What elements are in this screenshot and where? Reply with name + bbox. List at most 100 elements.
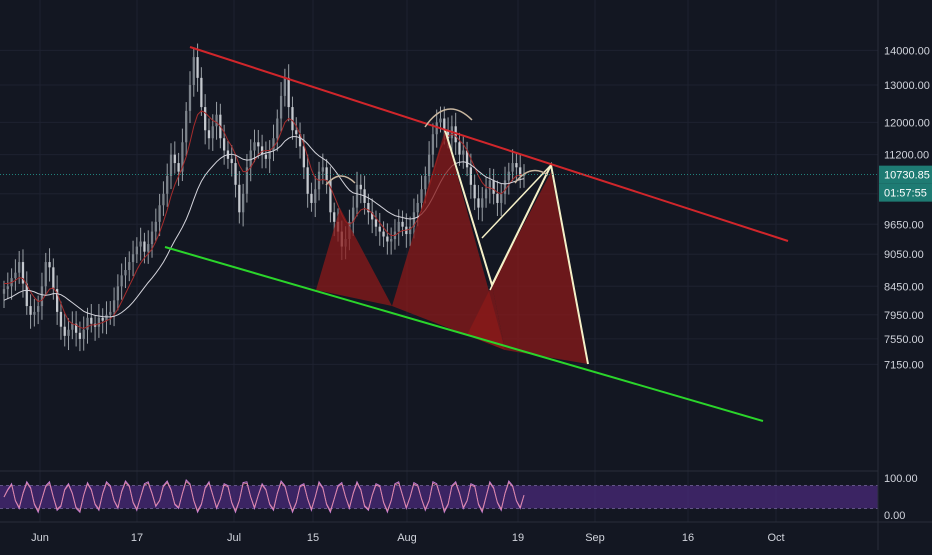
candle-body — [329, 180, 332, 213]
candle-body — [359, 184, 362, 190]
left-shoulder-arc[interactable] — [325, 175, 356, 186]
candle-body — [488, 180, 491, 190]
x-tick-label: Sep — [585, 532, 605, 544]
candle-body — [287, 77, 290, 108]
candle-body — [241, 193, 245, 213]
candle-body — [454, 126, 457, 143]
candle-body — [101, 317, 104, 321]
candle-body — [390, 239, 393, 242]
pattern-fill[interactable] — [467, 285, 505, 350]
candle-body — [128, 262, 131, 271]
candle-body — [143, 241, 146, 252]
candle-body — [355, 184, 359, 208]
candle-body — [374, 219, 378, 227]
pattern-fill[interactable] — [316, 208, 392, 306]
osc-tick-label: 100.00 — [884, 473, 918, 485]
candle-body — [321, 167, 324, 172]
head-arc[interactable] — [424, 108, 473, 128]
candle-body — [116, 286, 120, 301]
candle-body — [424, 175, 427, 190]
pattern-drawings[interactable] — [164, 46, 789, 422]
candle-body — [484, 189, 488, 199]
candle-body — [48, 262, 51, 268]
candle-body — [181, 142, 184, 172]
candle-body — [283, 77, 287, 96]
candle-body — [295, 130, 298, 135]
candle-body — [469, 167, 472, 185]
candle-body — [420, 189, 423, 203]
candle-body — [234, 163, 237, 185]
candle-body — [481, 198, 484, 208]
candle-body — [204, 107, 207, 131]
x-tick-label: 15 — [307, 532, 319, 544]
candle-body — [264, 154, 268, 159]
y-tick-label: 8450.00 — [884, 281, 924, 293]
right-shoulder-arc[interactable] — [514, 169, 549, 184]
candle-body — [188, 85, 192, 111]
support-trendline[interactable] — [164, 246, 764, 422]
candle-body — [276, 118, 279, 139]
candle-body — [397, 221, 400, 232]
countdown-label: 01:57:55 — [884, 188, 927, 200]
candle-body — [245, 167, 249, 194]
candle-body — [37, 306, 40, 312]
candle-body — [211, 126, 214, 139]
candle-body — [503, 180, 507, 194]
candle-body — [427, 154, 431, 176]
candle-body — [71, 323, 74, 330]
candle-body — [378, 226, 381, 232]
candle-body — [177, 163, 180, 172]
resistance-trendline[interactable] — [189, 46, 789, 242]
candle-body — [253, 142, 256, 151]
candle-body — [272, 138, 275, 151]
y-tick-label: 7950.00 — [884, 310, 924, 322]
candle-body — [352, 207, 355, 222]
candle-body — [500, 193, 503, 203]
x-tick-label: 17 — [131, 532, 143, 544]
candle-body — [147, 244, 150, 252]
candle-body — [238, 184, 241, 213]
pattern-fill[interactable] — [492, 172, 588, 364]
candle-body — [207, 130, 211, 139]
candle-body — [371, 212, 374, 220]
candle-body — [25, 283, 28, 307]
candle-body — [200, 77, 203, 108]
oscillator-pane[interactable]: 100.00 0.00 — [0, 473, 918, 522]
pattern-fill[interactable] — [392, 130, 505, 350]
candle-body — [291, 107, 294, 131]
candle-body — [298, 134, 302, 147]
candle-body — [124, 270, 127, 276]
candle-body — [458, 142, 461, 155]
y-tick-label: 7550.00 — [884, 334, 924, 346]
x-tick-label: Oct — [767, 532, 784, 544]
candle-body — [416, 202, 419, 213]
candle-body — [63, 326, 66, 336]
candle-body — [86, 317, 89, 330]
candle-body — [230, 158, 233, 164]
countdown-tag — [879, 183, 932, 202]
candle-body — [67, 329, 70, 336]
candle-body — [401, 221, 404, 227]
candle-body — [33, 311, 36, 315]
candle-body — [268, 150, 271, 159]
candle-body — [169, 154, 173, 176]
candle-body — [2, 289, 6, 294]
candle-body — [249, 150, 252, 168]
candle-body — [492, 180, 495, 194]
candle-body — [279, 95, 283, 119]
candle-body — [135, 246, 138, 255]
candle-body — [105, 314, 108, 321]
candle-body — [139, 241, 142, 247]
candle-body — [325, 167, 328, 181]
x-tick-label: 16 — [682, 532, 694, 544]
candle-body — [443, 118, 446, 131]
y-tick-label: 9050.00 — [884, 249, 924, 261]
candle-body — [185, 110, 188, 143]
candle-body — [18, 262, 21, 273]
candle-body — [196, 57, 199, 78]
candle-body — [306, 167, 309, 194]
candle-body — [120, 275, 123, 287]
candle-body — [507, 171, 510, 181]
